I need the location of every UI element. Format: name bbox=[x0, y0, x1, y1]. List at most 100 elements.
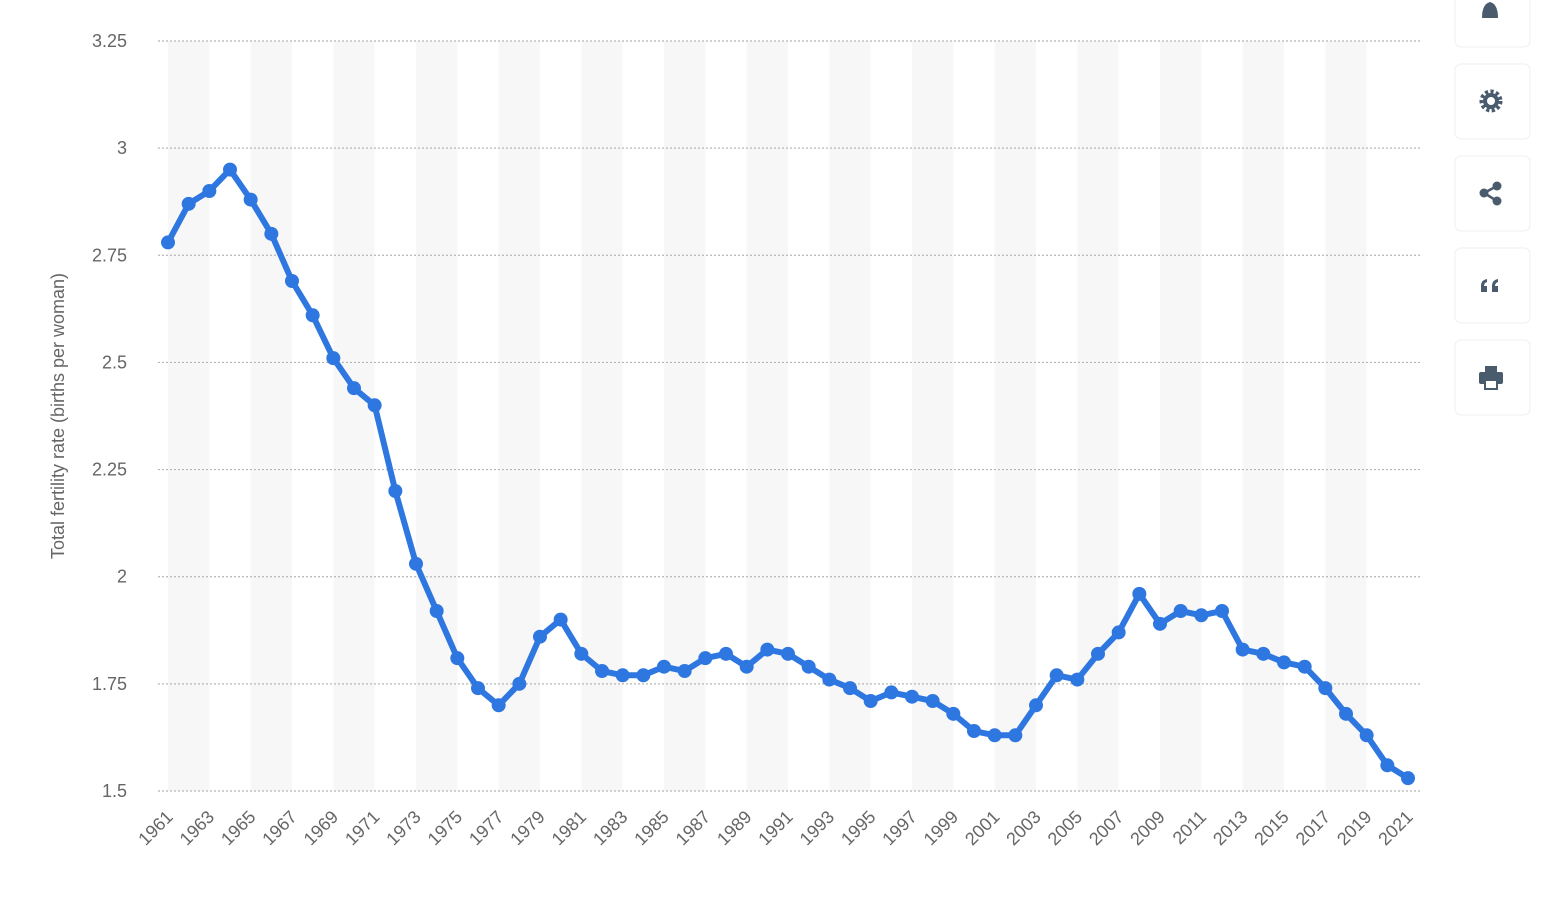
data-point bbox=[884, 685, 899, 700]
data-point bbox=[285, 274, 299, 288]
y-tick-label: 1.5 bbox=[102, 781, 127, 801]
data-point bbox=[409, 556, 423, 571]
column-band bbox=[1325, 41, 1367, 791]
column-band bbox=[1160, 41, 1202, 791]
data-point bbox=[367, 398, 382, 413]
data-point bbox=[1008, 728, 1023, 743]
data-point bbox=[1049, 668, 1064, 683]
data-point bbox=[574, 646, 589, 661]
x-tick-label: 1991 bbox=[754, 807, 796, 849]
data-point bbox=[925, 694, 940, 708]
data-point bbox=[1401, 771, 1415, 786]
data-point bbox=[657, 659, 671, 674]
data-point bbox=[863, 694, 878, 708]
x-tick-label: 2019 bbox=[1333, 807, 1375, 849]
x-tick-label: 1975 bbox=[424, 807, 466, 849]
column-band bbox=[250, 41, 292, 791]
data-point bbox=[822, 672, 837, 687]
data-point bbox=[471, 681, 485, 696]
column-band bbox=[333, 41, 375, 791]
data-point bbox=[615, 668, 630, 683]
data-point bbox=[967, 724, 981, 738]
data-point bbox=[347, 381, 361, 396]
x-tick-label: 1967 bbox=[258, 807, 300, 849]
data-point bbox=[1070, 672, 1085, 687]
data-point bbox=[781, 646, 795, 661]
column-bands bbox=[168, 41, 1367, 791]
data-point bbox=[202, 184, 217, 198]
data-point bbox=[1153, 616, 1167, 631]
data-point bbox=[1256, 646, 1271, 661]
x-tick-label: 1989 bbox=[713, 807, 755, 849]
x-tick-label: 2005 bbox=[1044, 807, 1086, 849]
y-tick-label: 3.25 bbox=[92, 31, 127, 51]
x-tick-label: 1983 bbox=[589, 807, 631, 849]
data-point bbox=[1297, 659, 1312, 674]
data-point bbox=[1359, 728, 1374, 743]
x-tick-label: 1997 bbox=[878, 807, 920, 849]
x-tick-label: 2003 bbox=[1002, 807, 1044, 849]
x-tick-label: 1971 bbox=[341, 807, 383, 849]
x-tick-label: 2021 bbox=[1374, 807, 1416, 849]
x-tick-label: 1981 bbox=[548, 807, 590, 849]
column-band bbox=[746, 41, 788, 791]
notification-button[interactable] bbox=[1454, 0, 1531, 48]
data-point bbox=[1277, 655, 1291, 670]
print-button[interactable] bbox=[1454, 339, 1531, 416]
data-point bbox=[491, 698, 506, 713]
column-band bbox=[416, 41, 458, 791]
x-tick-label: 2013 bbox=[1209, 807, 1251, 849]
data-point bbox=[1215, 604, 1229, 618]
data-point bbox=[388, 484, 403, 498]
data-point bbox=[1339, 706, 1353, 721]
x-tick-label: 1987 bbox=[672, 807, 714, 849]
data-point bbox=[1318, 681, 1333, 696]
x-tick-label: 2007 bbox=[1085, 807, 1127, 849]
x-tick-label: 1995 bbox=[837, 807, 879, 849]
column-band bbox=[1242, 41, 1284, 791]
data-point bbox=[595, 664, 609, 678]
plot bbox=[161, 162, 1415, 786]
data-point bbox=[719, 646, 733, 661]
cite-button[interactable] bbox=[1454, 247, 1531, 324]
x-tick-label: 1961 bbox=[134, 807, 176, 849]
data-point bbox=[553, 612, 568, 627]
data-point bbox=[636, 668, 651, 683]
data-point bbox=[698, 651, 713, 666]
column-band bbox=[664, 41, 706, 791]
y-tick-label: 2.25 bbox=[92, 460, 127, 480]
data-point bbox=[264, 226, 279, 241]
data-point bbox=[1111, 625, 1126, 640]
x-tick-label: 2015 bbox=[1250, 807, 1292, 849]
data-point bbox=[512, 676, 527, 691]
x-tick-label: 2001 bbox=[961, 807, 1003, 849]
data-point bbox=[326, 351, 341, 366]
column-band bbox=[1077, 41, 1119, 791]
data-point bbox=[161, 235, 175, 250]
data-point bbox=[1132, 586, 1147, 601]
column-band bbox=[168, 41, 210, 791]
x-tick-label: 1999 bbox=[920, 807, 962, 849]
data-point bbox=[533, 629, 547, 644]
share-button[interactable] bbox=[1454, 155, 1531, 232]
y-tick-label: 2.75 bbox=[92, 245, 127, 265]
y-tick-label: 2 bbox=[117, 567, 127, 587]
data-point bbox=[1029, 698, 1043, 713]
settings-button[interactable] bbox=[1454, 63, 1531, 140]
data-point bbox=[905, 689, 919, 704]
x-tick-label: 1993 bbox=[796, 807, 838, 849]
data-point bbox=[305, 308, 320, 323]
column-band bbox=[829, 41, 871, 791]
x-tick-label: 1963 bbox=[176, 807, 218, 849]
x-tick-label: 2011 bbox=[1169, 807, 1211, 849]
x-tick-label: 1973 bbox=[382, 807, 424, 849]
data-point bbox=[760, 642, 775, 657]
data-point bbox=[1091, 646, 1105, 661]
toolbar bbox=[1454, 0, 1531, 416]
x-tick-label: 1969 bbox=[300, 807, 342, 849]
y-axis-label: Total fertility rate (births per woman) bbox=[48, 273, 68, 559]
column-band bbox=[912, 41, 954, 791]
x-tick-label: 2009 bbox=[1126, 807, 1168, 849]
data-point bbox=[739, 659, 754, 674]
